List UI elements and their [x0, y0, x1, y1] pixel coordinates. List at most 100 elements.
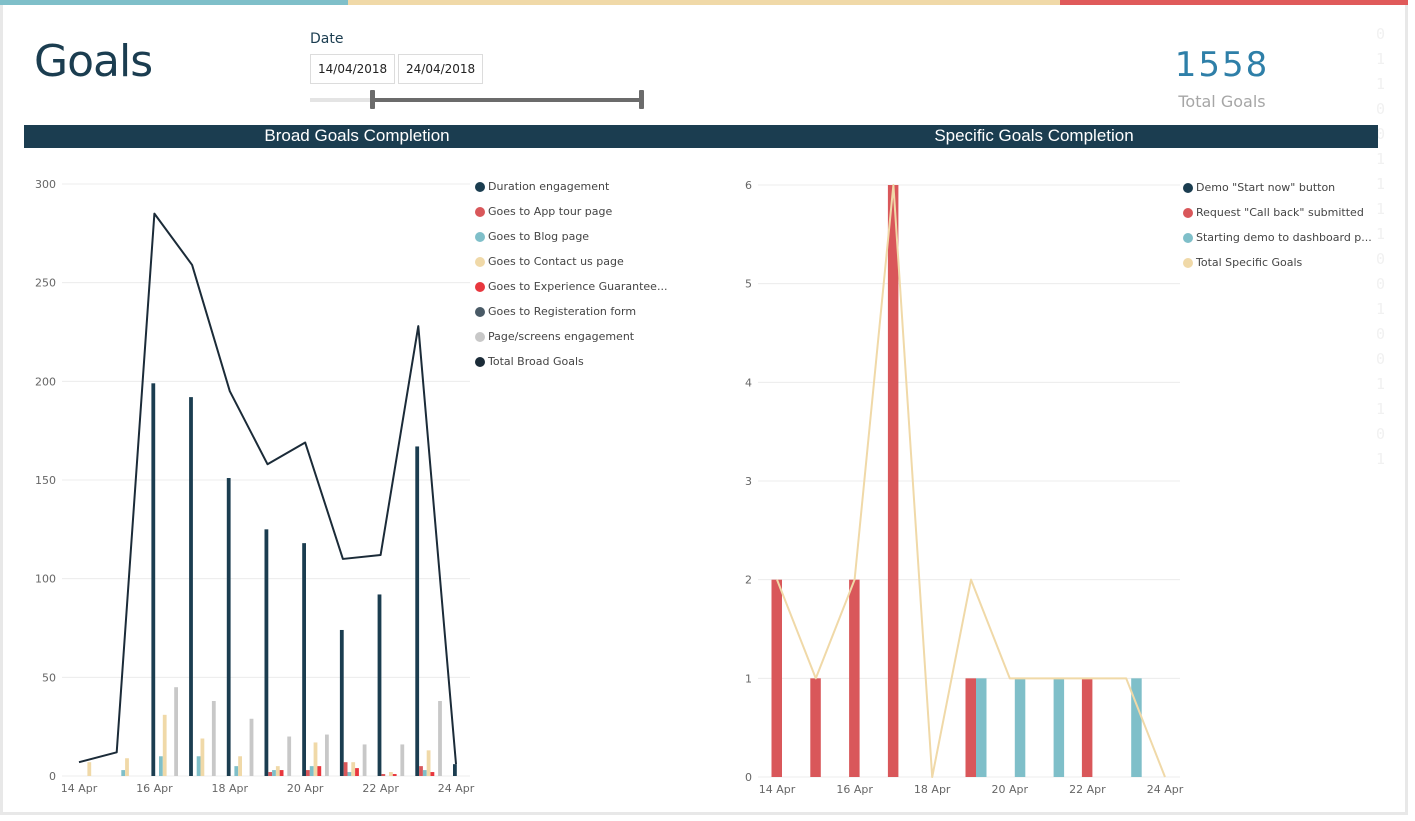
bar[interactable] — [264, 529, 269, 776]
top-accent-segment-2 — [348, 0, 1060, 5]
binary-row: 0 1 — [1376, 125, 1396, 168]
page-title: Goals — [34, 36, 153, 87]
legend-item[interactable]: Starting demo to dashboard p... — [1183, 231, 1372, 256]
bar[interactable] — [151, 383, 156, 776]
bar[interactable] — [313, 742, 318, 776]
bar[interactable] — [317, 766, 322, 776]
legend-item[interactable]: Total Specific Goals — [1183, 256, 1372, 281]
x-tick-label: 18 Apr — [212, 782, 249, 795]
bar[interactable] — [159, 756, 163, 776]
x-tick-label: 16 Apr — [136, 782, 173, 795]
bar[interactable] — [1014, 678, 1026, 777]
bar[interactable] — [87, 762, 92, 776]
bar[interactable] — [810, 678, 821, 777]
binary-row: 1 0 — [1376, 75, 1396, 118]
bar[interactable] — [343, 762, 348, 776]
bar[interactable] — [325, 734, 329, 776]
bar[interactable] — [381, 774, 386, 776]
y-tick-label: 300 — [35, 178, 56, 191]
y-tick-label: 1 — [745, 672, 752, 685]
legend-item[interactable]: Goes to Experience Guarantee... — [475, 280, 667, 305]
y-tick-label: 250 — [35, 277, 56, 290]
bar[interactable] — [377, 594, 382, 776]
bar[interactable] — [430, 772, 435, 776]
y-tick-label: 100 — [35, 573, 56, 586]
legend-item[interactable]: Goes to Blog page — [475, 230, 667, 255]
bar[interactable] — [275, 766, 280, 776]
bar[interactable] — [355, 768, 359, 776]
legend-item[interactable]: Request "Call back" submitted — [1183, 206, 1372, 231]
bar[interactable] — [189, 397, 193, 776]
legend-item[interactable]: Total Broad Goals — [475, 355, 667, 380]
bar[interactable] — [771, 579, 783, 777]
bar[interactable] — [211, 701, 216, 776]
legend-item[interactable]: Goes to Registeration form — [475, 305, 667, 330]
date-start-input[interactable]: 14/04/2018 — [310, 54, 396, 84]
y-tick-label: 6 — [745, 179, 752, 192]
total-line[interactable] — [776, 184, 1166, 778]
total-line[interactable] — [78, 212, 457, 765]
bar[interactable] — [309, 766, 314, 776]
bar[interactable] — [362, 744, 367, 776]
legend-item[interactable]: Goes to Contact us page — [475, 255, 667, 280]
bar[interactable] — [426, 750, 431, 776]
bar[interactable] — [415, 446, 420, 776]
binary-row: 1 1 — [1376, 175, 1396, 218]
bar[interactable] — [306, 770, 310, 776]
y-tick-label: 4 — [745, 376, 752, 389]
bar[interactable] — [976, 678, 987, 777]
binary-row: 1 0 — [1376, 225, 1396, 268]
bar[interactable] — [419, 766, 423, 776]
bar[interactable] — [422, 770, 427, 776]
legend-dot-icon — [475, 232, 485, 242]
bar[interactable] — [121, 770, 126, 776]
specific-goals-chart[interactable]: 0 1 2 3 4 5 6 14 Apr 16 Apr 18 Apr 20 Apr 22 Apr 24 … — [700, 150, 1400, 810]
legend-label: Goes to App tour page — [488, 205, 613, 218]
bar[interactable] — [238, 756, 242, 776]
date-end-input[interactable]: 24/04/2018 — [398, 54, 484, 84]
bar[interactable] — [200, 738, 205, 776]
bar[interactable] — [174, 687, 178, 776]
y-tick-label: 5 — [745, 278, 752, 291]
bar[interactable] — [234, 766, 239, 776]
legend-dot-icon — [475, 332, 485, 342]
legend-label: Request "Call back" submitted — [1196, 206, 1364, 219]
legend-item[interactable]: Page/screens engagement — [475, 330, 667, 355]
legend-label: Demo "Start now" button — [1196, 181, 1336, 194]
bar[interactable] — [162, 714, 167, 776]
bar[interactable] — [965, 678, 977, 777]
bar[interactable] — [347, 772, 352, 776]
bar[interactable] — [438, 701, 442, 776]
bar[interactable] — [125, 758, 129, 776]
bar[interactable] — [302, 543, 306, 776]
bar[interactable] — [392, 774, 397, 776]
legend-item[interactable]: Demo "Start now" button — [1183, 181, 1372, 206]
bar[interactable] — [849, 579, 860, 777]
binary-row: 1 1 — [1376, 375, 1396, 418]
date-slider-end-handle[interactable] — [639, 90, 644, 109]
bar[interactable] — [1131, 678, 1142, 777]
bar[interactable] — [272, 770, 276, 776]
date-slider-start-handle[interactable] — [370, 90, 375, 109]
bar[interactable] — [389, 772, 393, 776]
bar[interactable] — [1053, 678, 1065, 777]
bar[interactable] — [351, 762, 356, 776]
bar[interactable] — [226, 478, 231, 776]
legend-label: Starting demo to dashboard p... — [1196, 231, 1372, 244]
legend-item[interactable]: Goes to App tour page — [475, 205, 667, 230]
broad-goals-legend: Duration engagement Goes to App tour page… — [475, 180, 667, 380]
bar[interactable] — [453, 764, 457, 776]
bar[interactable] — [400, 744, 405, 776]
bar[interactable] — [268, 772, 273, 776]
bar[interactable] — [249, 718, 254, 776]
y-tick-label: 0 — [745, 771, 752, 784]
bar[interactable] — [279, 770, 284, 776]
bar[interactable] — [1081, 678, 1093, 777]
bar[interactable] — [196, 756, 201, 776]
date-filter-label: Date — [310, 31, 344, 47]
bar[interactable] — [287, 736, 292, 776]
broad-goals-chart[interactable]: 0 50 100 150 200 250 300 14 Apr 16 Apr 18 Apr 20 A… — [0, 150, 700, 810]
bar[interactable] — [339, 629, 344, 776]
legend-item[interactable]: Duration engagement — [475, 180, 667, 205]
bar[interactable] — [887, 185, 899, 777]
